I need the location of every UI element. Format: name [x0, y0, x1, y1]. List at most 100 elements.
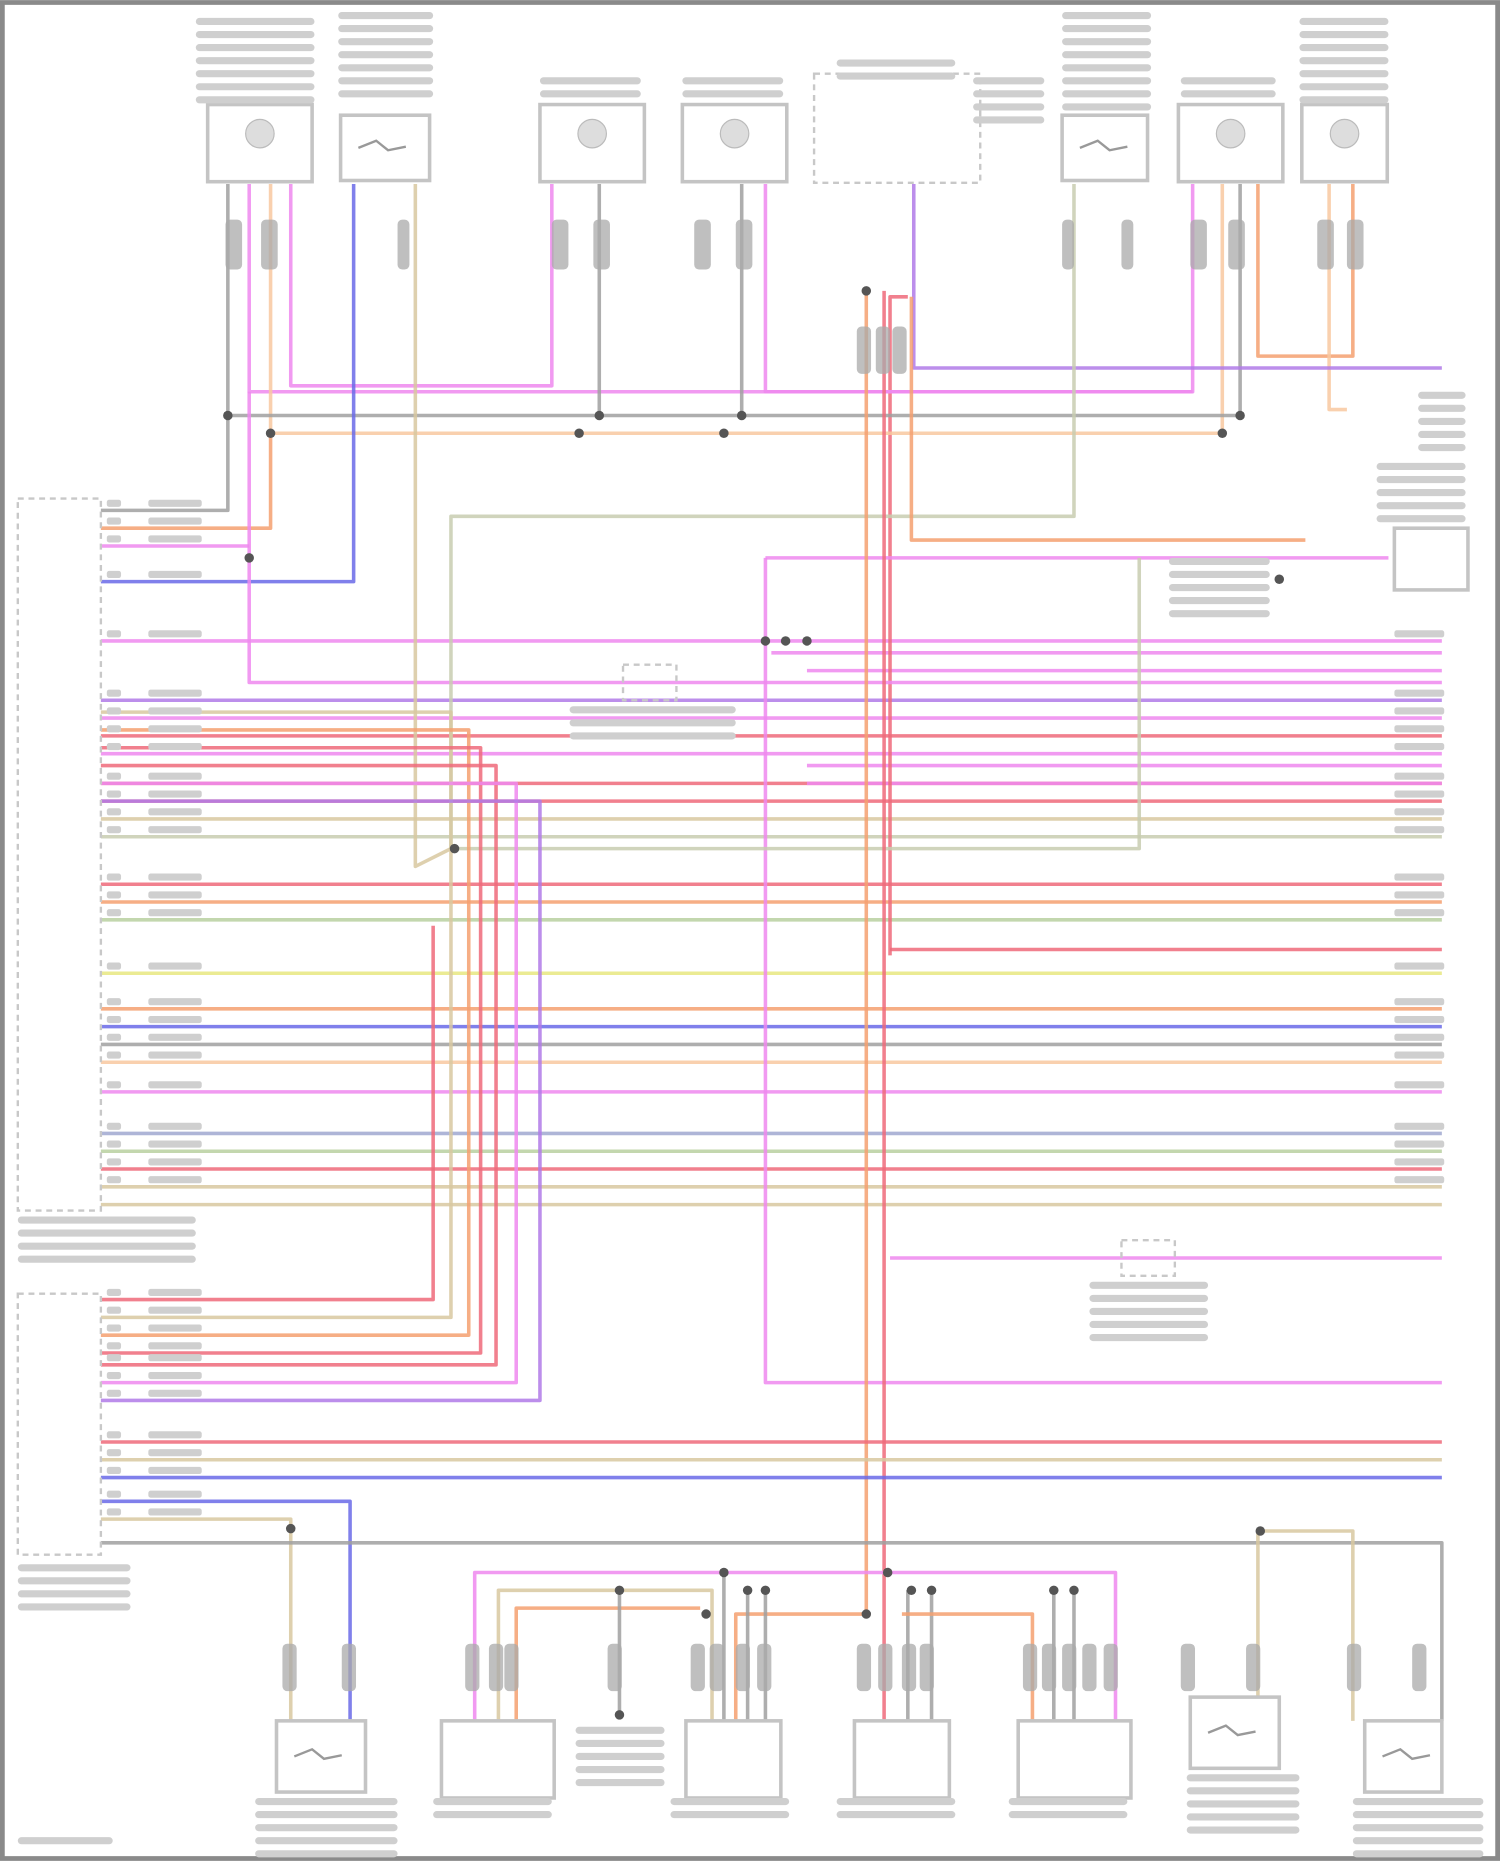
label-text — [973, 103, 1045, 111]
connector-pin — [1180, 1643, 1196, 1692]
label-text — [1376, 502, 1466, 510]
wire-code — [1394, 1140, 1445, 1148]
connector-pin — [1228, 219, 1245, 270]
wire-code — [1394, 743, 1445, 751]
wire-red — [100, 745, 483, 1355]
splice-dot — [906, 1585, 917, 1596]
label-text — [1299, 17, 1389, 26]
pin-number — [106, 1288, 122, 1297]
wire-orange — [1256, 184, 1355, 358]
wire-code — [1394, 1081, 1445, 1089]
wire-code — [148, 499, 202, 507]
label-text — [569, 732, 736, 740]
label-text — [195, 17, 315, 26]
wires — [100, 184, 1444, 1721]
connector-pin — [1062, 219, 1074, 270]
pin-number — [106, 790, 122, 798]
label-text — [1062, 64, 1152, 72]
label-text — [338, 64, 434, 72]
wire-code — [148, 909, 202, 917]
wire-code — [148, 1140, 202, 1148]
label-text — [17, 1229, 196, 1237]
pin-number — [106, 1033, 122, 1041]
wire-orange — [100, 433, 273, 530]
pin-number — [106, 1015, 122, 1024]
wire-code — [1394, 1051, 1445, 1059]
sensor-module — [1392, 526, 1470, 592]
connector-pin — [1022, 1643, 1038, 1692]
pin-number — [106, 630, 122, 638]
connector-pin — [341, 1643, 357, 1692]
wire-gray — [100, 1541, 1444, 1721]
seat-control-module — [439, 1719, 556, 1800]
wire-code — [148, 1449, 202, 1457]
connector-pin — [690, 1643, 705, 1692]
label-text — [255, 1837, 398, 1845]
label-text — [1168, 610, 1270, 618]
connector-pin — [1062, 1643, 1077, 1692]
wire-pink — [247, 391, 1442, 685]
connector-pin — [878, 1643, 893, 1692]
label-text — [670, 1811, 790, 1819]
connector-pin — [1317, 219, 1334, 270]
wire-code — [1394, 1158, 1445, 1166]
label-text — [338, 90, 434, 98]
label-text — [338, 38, 434, 46]
connector-pin — [465, 1643, 480, 1692]
label-text — [1062, 11, 1152, 20]
wire-blue — [100, 184, 356, 584]
wire-gray — [226, 184, 1242, 418]
splice-dot — [742, 1585, 753, 1596]
connector-pin — [488, 1643, 504, 1692]
wire-code — [148, 1051, 202, 1059]
label-text — [338, 51, 434, 59]
connector-pin — [261, 219, 278, 270]
wire-code — [148, 725, 202, 733]
connector-pin — [856, 326, 872, 374]
label-text — [1186, 1774, 1300, 1782]
wire-code — [1394, 707, 1445, 715]
wire-code — [1394, 826, 1445, 834]
label-text — [1418, 404, 1466, 412]
pin-number — [106, 1371, 122, 1380]
components — [16, 11, 1484, 1858]
label-text — [1418, 430, 1466, 439]
wire-code — [148, 790, 202, 798]
wire-red — [100, 925, 435, 1302]
label-text — [195, 96, 315, 104]
label-text — [575, 1739, 665, 1747]
wire-code — [148, 1431, 202, 1439]
label-text — [17, 1242, 196, 1250]
label-text — [255, 1850, 398, 1858]
splice-dot — [1069, 1585, 1079, 1596]
label-text — [433, 1811, 552, 1819]
wire-code — [1394, 725, 1445, 733]
label-text — [1180, 77, 1276, 85]
pin-number — [106, 1508, 122, 1516]
wire-code — [1394, 689, 1445, 697]
label-text — [338, 25, 434, 33]
connector-pin — [875, 326, 891, 374]
motor-icon — [577, 118, 608, 149]
pin-number — [106, 873, 122, 881]
label-text — [1299, 83, 1389, 91]
wire-code — [148, 1081, 202, 1089]
wire-code — [1394, 873, 1445, 881]
connector-pin — [397, 219, 410, 270]
wire-red — [100, 763, 498, 1367]
wire-code — [148, 1354, 202, 1362]
pin-number — [106, 891, 122, 899]
label-text — [17, 1255, 196, 1263]
label-text — [1186, 1826, 1300, 1834]
pin-number — [106, 1324, 122, 1332]
pin-number — [106, 1122, 122, 1130]
wire-tan — [100, 710, 453, 1320]
connector-pin — [1082, 1643, 1097, 1692]
splice-dot — [780, 636, 791, 646]
wire-code — [1394, 1015, 1445, 1024]
label-text — [1186, 1800, 1300, 1808]
wire-code — [148, 808, 202, 816]
wire-violet — [100, 799, 542, 1403]
connector-pin — [1412, 1643, 1427, 1692]
wire-code — [148, 772, 202, 780]
